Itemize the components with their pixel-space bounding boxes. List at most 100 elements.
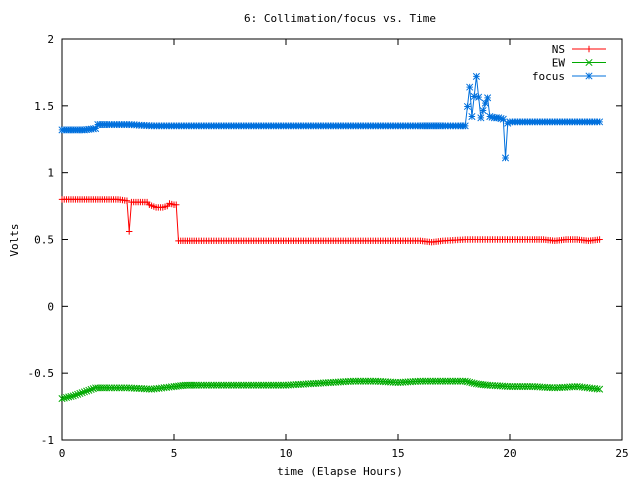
- data-point-ew: [516, 382, 524, 391]
- data-point-ew: [426, 377, 434, 385]
- data-point-ew: [431, 377, 439, 385]
- data-point-ew: [424, 377, 432, 385]
- data-point-ew: [513, 382, 522, 391]
- data-point-ew: [596, 385, 604, 393]
- data-point-ew: [210, 381, 218, 389]
- data-point-focus: [472, 72, 480, 80]
- data-point-ew: [76, 389, 84, 398]
- data-point-ew: [195, 381, 203, 389]
- data-point-ew: [277, 381, 285, 389]
- data-point-focus: [501, 154, 510, 162]
- data-point-ew: [419, 377, 427, 385]
- data-point-ns: [173, 201, 180, 208]
- data-point-ew: [429, 377, 437, 385]
- x-tick-label: 10: [279, 447, 292, 460]
- data-point-ew: [110, 384, 118, 392]
- data-point-focus: [470, 92, 478, 101]
- data-point-ew: [260, 381, 268, 389]
- data-point-ew: [362, 377, 370, 385]
- data-point-ew: [444, 377, 452, 385]
- data-point-ew: [518, 382, 526, 391]
- data-point-ew: [202, 381, 210, 389]
- data-point-ew: [463, 378, 471, 386]
- data-point-ew: [105, 384, 113, 392]
- data-point-focus: [463, 102, 471, 111]
- data-point-ew: [456, 377, 464, 385]
- data-point-ns: [126, 228, 133, 235]
- data-point-ew: [391, 378, 400, 386]
- data-point-ew: [242, 381, 250, 389]
- data-point-focus: [499, 115, 507, 123]
- x-axis-label: time (Elapse Hours): [277, 465, 403, 478]
- data-point-ew: [71, 391, 79, 399]
- y-tick-label: -1: [41, 434, 54, 447]
- data-point-ew: [247, 381, 255, 389]
- data-point-ns: [596, 236, 603, 243]
- data-point-focus: [461, 122, 469, 130]
- data-point-ew: [87, 385, 95, 394]
- data-point-ew: [521, 382, 529, 391]
- y-tick-label: 2: [47, 33, 54, 46]
- data-point-focus: [495, 114, 503, 122]
- data-point-ew: [468, 379, 476, 387]
- data-point-ew: [60, 394, 68, 402]
- data-point-ew: [85, 386, 93, 394]
- data-point-ew: [466, 378, 474, 386]
- data-point-ew: [352, 377, 360, 385]
- data-point-ew: [255, 381, 263, 389]
- legend-marker-focus: [585, 72, 593, 80]
- y-tick-label: 1: [47, 167, 54, 180]
- data-point-focus: [468, 112, 476, 121]
- series-layer: [58, 72, 604, 403]
- data-point-ew: [232, 381, 240, 389]
- data-point-ew: [436, 377, 444, 385]
- data-point-ew: [65, 393, 73, 401]
- data-point-ew: [593, 385, 601, 393]
- data-point-ew: [262, 381, 270, 389]
- data-point-ew: [58, 395, 66, 403]
- data-point-ew: [115, 384, 123, 392]
- y-axis-label: Volts: [8, 223, 21, 256]
- y-tick-label: 0: [47, 300, 54, 313]
- data-point-ew: [103, 384, 111, 392]
- series-focus: [58, 72, 604, 162]
- data-point-ew: [265, 381, 273, 389]
- series-ns: [58, 196, 603, 246]
- chart-title: 6: Collimation/focus vs. Time: [244, 12, 436, 25]
- data-point-focus: [486, 112, 494, 121]
- y-tick-label: 1.5: [34, 100, 54, 113]
- data-point-focus: [475, 93, 483, 101]
- data-point-ew: [83, 387, 91, 395]
- data-point-focus: [92, 125, 100, 133]
- data-point-ew: [446, 377, 454, 385]
- data-point-ew: [118, 384, 126, 392]
- data-point-ew: [451, 377, 459, 385]
- data-point-ew: [230, 381, 238, 389]
- data-point-ew: [80, 388, 88, 396]
- data-point-ew: [272, 381, 280, 389]
- x-tick-label: 20: [503, 447, 516, 460]
- data-point-ew: [212, 381, 220, 389]
- data-point-focus: [479, 106, 487, 115]
- data-point-focus: [504, 119, 512, 127]
- data-point-ew: [461, 377, 469, 385]
- data-point-ew: [217, 381, 225, 389]
- legend-label-ns: NS: [552, 43, 565, 56]
- legend-marker-ew: [585, 58, 593, 67]
- data-point-ew: [207, 381, 215, 389]
- x-tick-label: 25: [615, 447, 628, 460]
- data-point-ew: [215, 381, 223, 389]
- data-point-ew: [240, 381, 248, 389]
- data-point-ew: [245, 381, 253, 389]
- data-point-ew: [62, 393, 71, 402]
- data-point-ew: [205, 381, 213, 389]
- data-point-ew: [108, 384, 116, 392]
- x-tick-label: 15: [391, 447, 404, 460]
- data-point-ew: [220, 381, 228, 389]
- data-point-focus: [596, 118, 604, 126]
- legend-label-focus: focus: [532, 70, 565, 83]
- data-point-ew: [506, 382, 514, 391]
- data-point-ew: [511, 382, 519, 391]
